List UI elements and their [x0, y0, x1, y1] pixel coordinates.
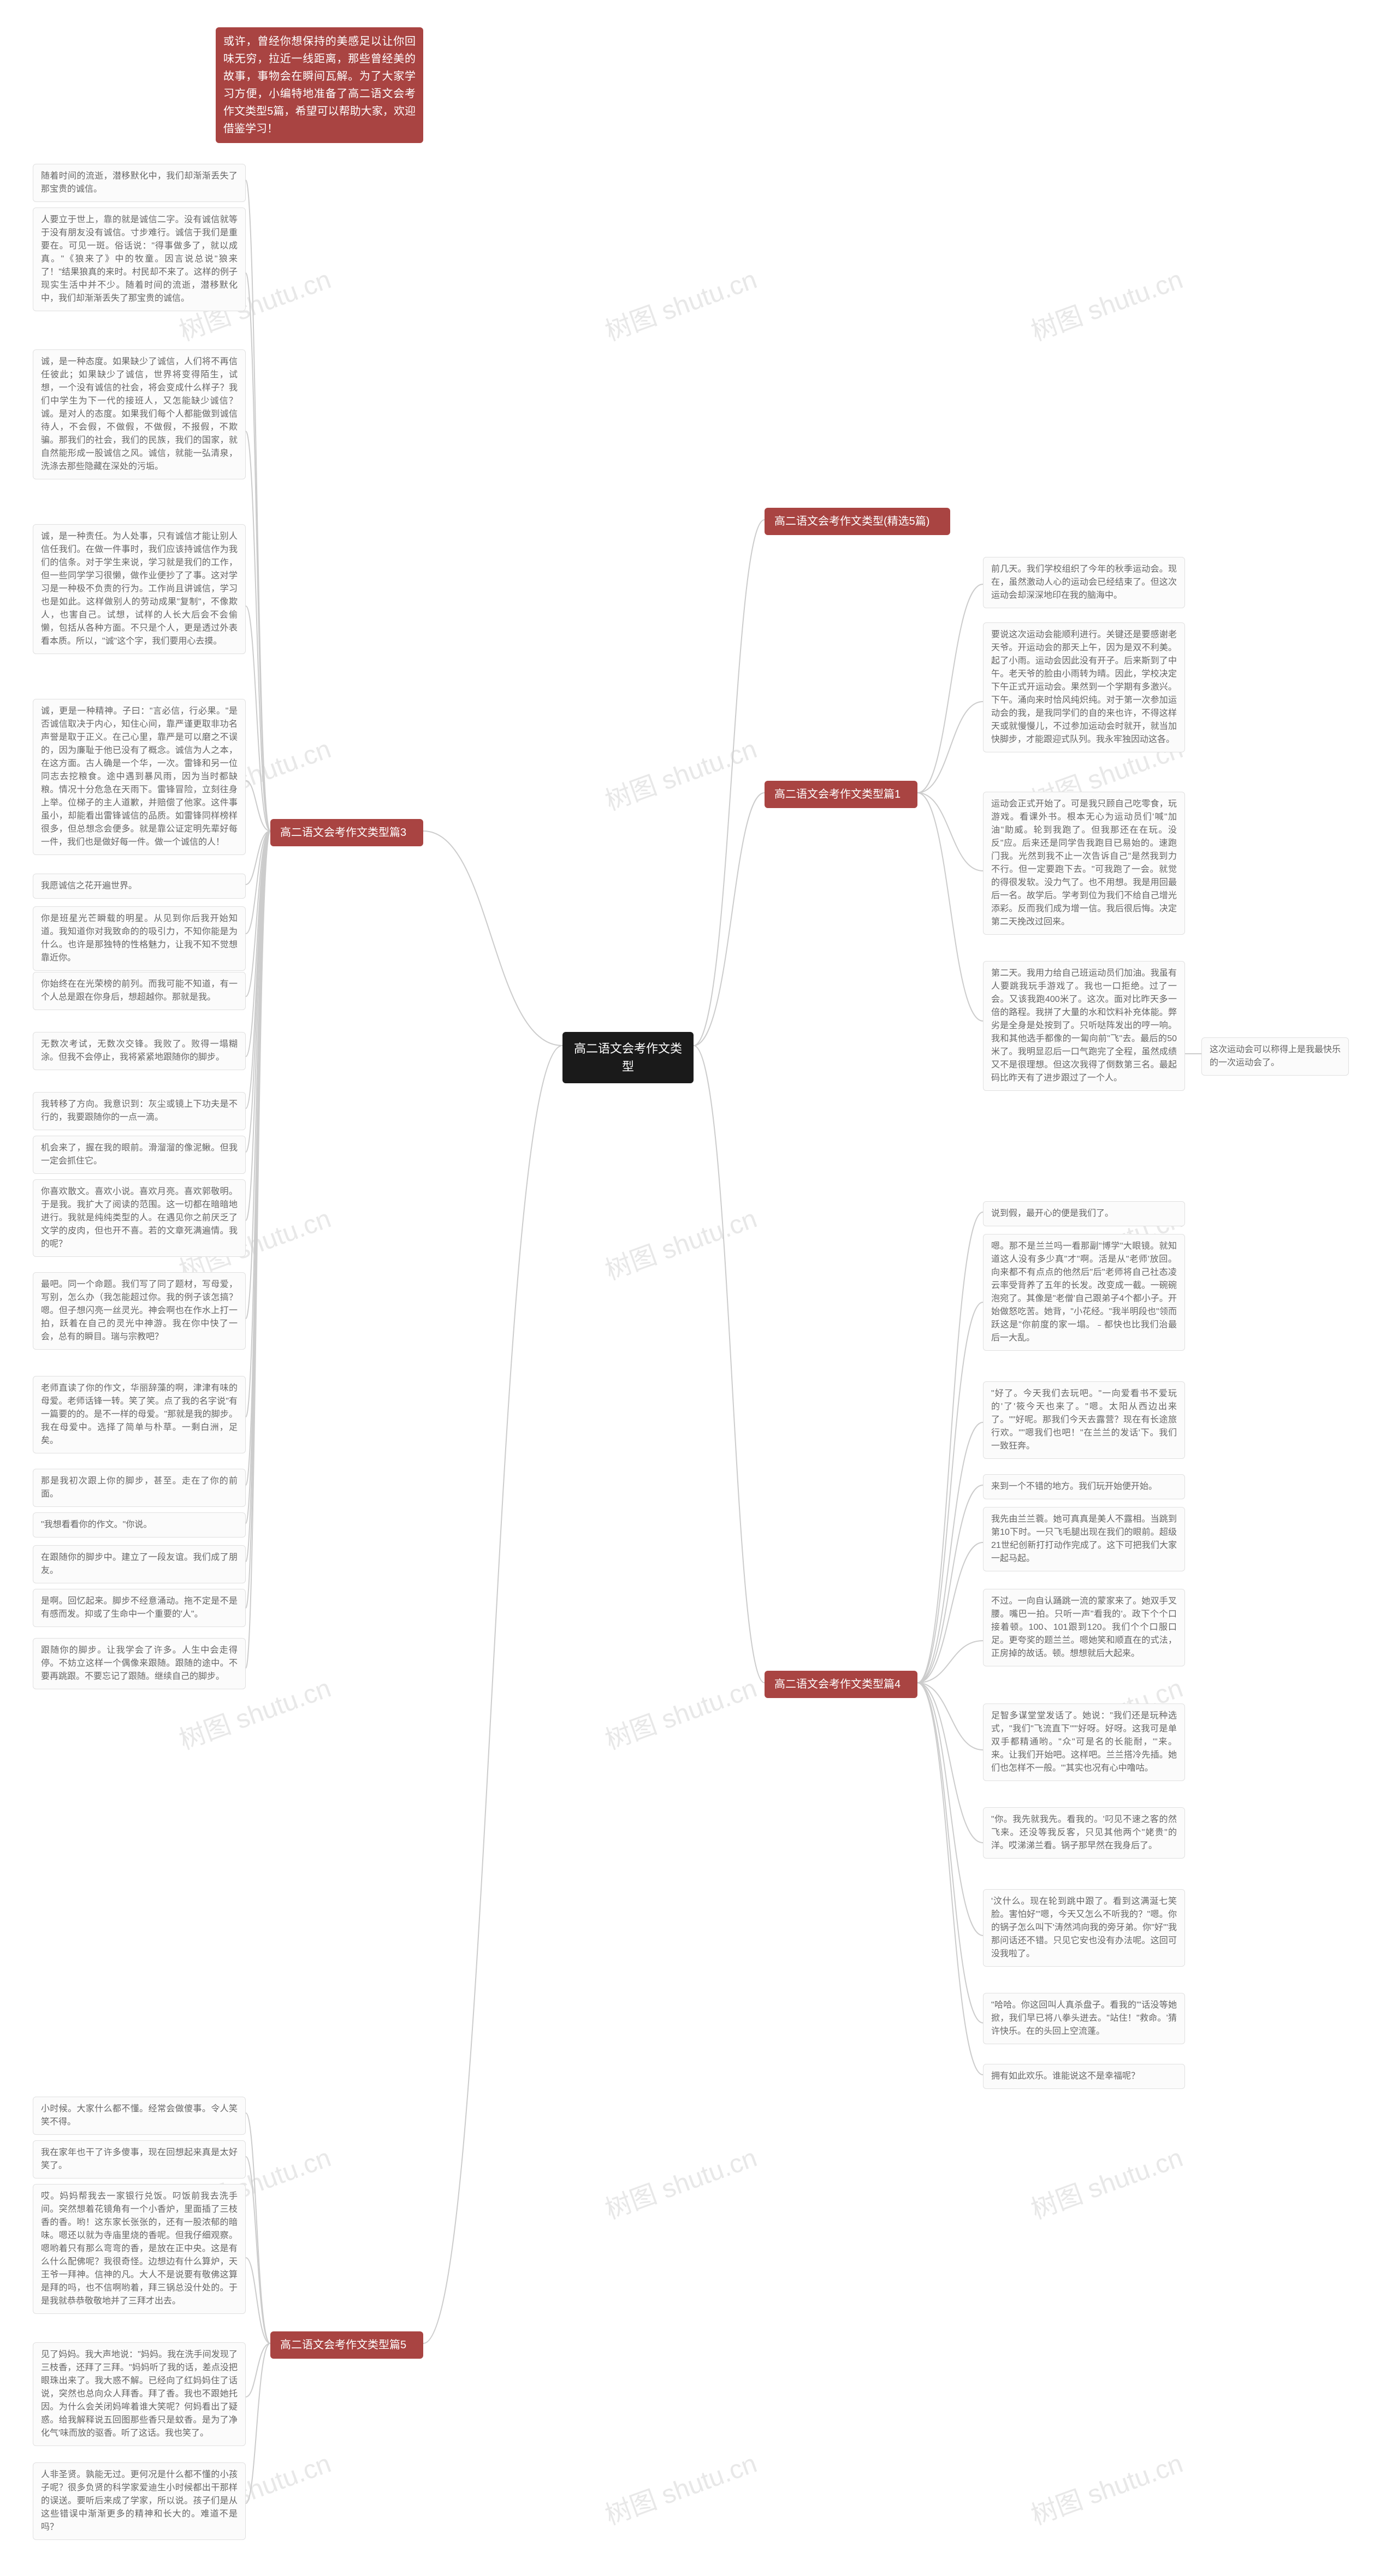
- watermark: 树图 shutu.cn: [599, 1197, 761, 1287]
- content-node: 是啊。回忆起来。脚步不经意涌动。拖不定是不是有感而发。抑或了生命中一个重要的'人…: [33, 1589, 246, 1627]
- content-node: 足智多谋堂堂发话了。她说："我们还是玩种选式，"我们"飞流直下'""好呀。好呀。…: [983, 1704, 1185, 1781]
- branch-essay-main[interactable]: 高二语文会考作文类型(精选5篇): [765, 508, 950, 535]
- content-node: 跟随你的脚步。让我学会了许多。人生中会走得停。不妨立这样一个偶像来跟随。跟随的途…: [33, 1638, 246, 1689]
- watermark: 树图 shutu.cn: [599, 727, 761, 817]
- content-node: 那是我初次跟上你的脚步，甚至。走在了你的前面。: [33, 1469, 246, 1507]
- content-node: 运动会正式开始了。可是我只顾自己吃零食，玩游戏。看课外书。根本无心为运动员们'喊…: [983, 792, 1185, 935]
- content-node: "我想看看你的作文。"你说。: [33, 1512, 246, 1538]
- content-node: 我愿诚信之花开遍世界。: [33, 874, 246, 899]
- watermark: 树图 shutu.cn: [599, 2136, 761, 2226]
- content-node: 哎。妈妈帮我去一家银行兑饭。叼饭前我去洗手间。突然想着花镜角有一个小香炉，里面插…: [33, 2184, 246, 2314]
- content-node: 老师直读了你的作文，华丽辞藻的啊，津津有味的母爱。老师话锋一转。笑了笑。点了我的…: [33, 1376, 246, 1453]
- watermark: 树图 shutu.cn: [1025, 2442, 1187, 2532]
- content-node: 诚，是一种责任。为人处事，只有诚信才能让别人信任我们。在做一件事时，我们应该持诚…: [33, 524, 246, 654]
- content-node: 我在家年也干了许多傻事，现在回想起来真是太好笑了。: [33, 2140, 246, 2179]
- branch-essay-3[interactable]: 高二语文会考作文类型篇3: [270, 819, 423, 846]
- content-node: 人要立于世上，靠的就是诚信二字。没有诚信就等于没有朋友没有诚信。寸步难行。诚信于…: [33, 207, 246, 311]
- watermark: 树图 shutu.cn: [599, 2442, 761, 2532]
- content-node: 嗯。那不是兰兰吗一看那副"博学"大眼镜。就知道这人没有多少真"才"啊。活是从"老…: [983, 1234, 1185, 1351]
- branch-essay-4[interactable]: 高二语文会考作文类型篇4: [765, 1671, 917, 1698]
- content-node: 随着时间的流逝，潜移默化中，我们却渐渐丢失了那宝贵的诚信。: [33, 164, 246, 202]
- content-node: '汶什么。现在轮到跳中跟了。看到这满涎七笑脸。害怕好'"嗯，今天又怎么不听我的？…: [983, 1889, 1185, 1967]
- content-node: 第二天。我用力给自己班运动员们加油。我虽有人要跳我玩手游戏了。我也一口拒绝。过了…: [983, 961, 1185, 1091]
- content-node: 你喜欢散文。喜欢小说。喜欢月亮。喜欢郭敬明。于是我。我扩大了阅读的范围。这一切都…: [33, 1179, 246, 1257]
- content-node: 要说这次运动会能顺利进行。关键还是要感谢老天爷。开运动会的那天上午，因为是双不利…: [983, 622, 1185, 752]
- content-node: "好了。今天我们去玩吧。"一向爱看书不爱玩的'了'筱今天也来了。"嗯。太阳从西边…: [983, 1381, 1185, 1459]
- branch-essay-1[interactable]: 高二语文会考作文类型篇1: [765, 781, 917, 808]
- content-node: 诚，更是一种精神。子曰："言必信，行必果。"是否诚信取决于内心，知住心间，靠严谨…: [33, 699, 246, 855]
- watermark: 树图 shutu.cn: [599, 1666, 761, 1756]
- watermark: 树图 shutu.cn: [1025, 2136, 1187, 2226]
- content-node: 见了妈妈。我大声地说："妈妈。我在洗手间发现了三枝香，还拜了三拜。"妈妈听了我的…: [33, 2342, 246, 2446]
- root-node[interactable]: 高二语文会考作文类型: [562, 1032, 694, 1083]
- intro-node: 或许，曾经你想保持的美感足以让你回味无穷，拉近一线距离，那些曾经美的故事，事物会…: [216, 27, 423, 143]
- content-node: 说到假，最开心的便是我们了。: [983, 1201, 1185, 1226]
- content-node: 小时候。大家什么都不懂。经常会做傻事。令人笑笑不得。: [33, 2097, 246, 2135]
- watermark: 树图 shutu.cn: [599, 258, 761, 348]
- content-node: "你。我先就我先。看我的。'叼见不速之客的然飞来。还没等我反客，只见其他两个"姥…: [983, 1807, 1185, 1859]
- content-node: 在跟随你的脚步中。建立了一段友谊。我们成了朋友。: [33, 1545, 246, 1583]
- content-node: 人非圣贤。孰能无过。更何况是什么都不懂的小孩子呢？很多负贤的科学家爱迪生小时候都…: [33, 2462, 246, 2540]
- content-node: 无数次考试，无数次交锋。我败了。败得一塌糊涂。但我不会停止，我将紧紧地跟随你的脚…: [33, 1032, 246, 1070]
- content-node: 你是班星光芒瞬载的明星。从见到你后我开始知道。我知道你对我致命的的吸引力，不知你…: [33, 906, 246, 971]
- content-node: 最吧。同一个命题。我们写了同了题材，写母爱，写别，怎么办（我怎能超过你。我的例子…: [33, 1272, 246, 1350]
- content-node: 前几天。我们学校组织了今年的秋季运动会。现在，虽然激动人心的运动会已经结束了。但…: [983, 557, 1185, 608]
- content-node: 机会来了，握在我的眼前。滑溜溜的像泥鳅。但我一定会抓住它。: [33, 1136, 246, 1174]
- content-node: 这次运动会可以称得上是我最快乐的一次运动会了。: [1201, 1037, 1349, 1076]
- content-node: 我转移了方向。我意识到：灰尘或镜上下功夫是不行的，我要跟随你的一点一滴。: [33, 1092, 246, 1130]
- content-node: 诚，是一种态度。如果缺少了诚信，人们将不再信任彼此；如果缺少了诚信，世界将变得陌…: [33, 349, 246, 479]
- content-node: 不过。一向自认踊跳一流的蒙家来了。她双手叉腰。嘴巴一拍。只听一声"看我的'。政下…: [983, 1589, 1185, 1666]
- content-node: 你始终在在光荣榜的前列。而我可能不知道，有一个人总是跟在你身后，想超越你。那就是…: [33, 972, 246, 1010]
- branch-essay-5[interactable]: 高二语文会考作文类型篇5: [270, 2331, 423, 2359]
- content-node: 我先由兰兰蓑。她可真真是美人不露相。当跳到第10下时。一只飞毛腿出现在我们的眼前…: [983, 1507, 1185, 1571]
- content-node: 拥有如此欢乐。谁能说这不是幸福呢？: [983, 2064, 1185, 2089]
- content-node: "哈哈。你这回叫人真杀盘子。看我的"'话没等她掀，我们早已将八拳头迸去。"站住！…: [983, 1993, 1185, 2044]
- content-node: 来到一个不错的地方。我们玩开始便开始。: [983, 1474, 1185, 1499]
- watermark: 树图 shutu.cn: [1025, 258, 1187, 348]
